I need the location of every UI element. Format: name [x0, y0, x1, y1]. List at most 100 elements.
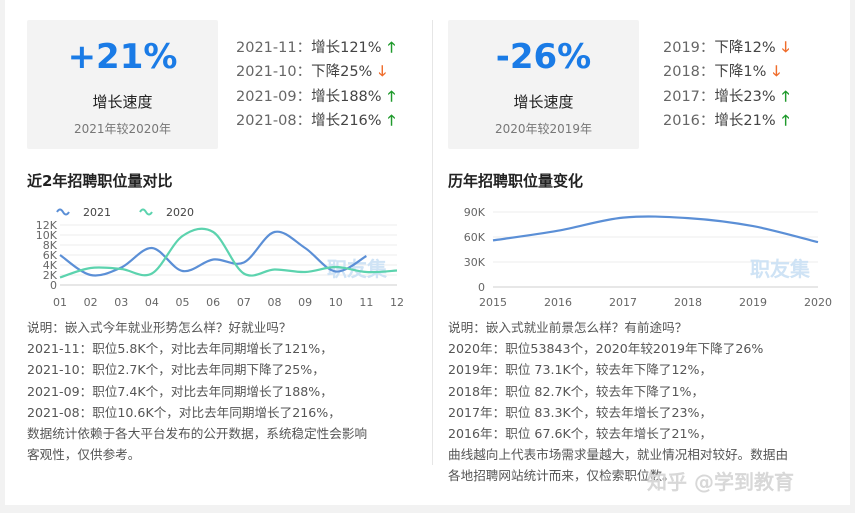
note-line: 2021-10：职位2.7K个，对比去年同期下降了25%，: [27, 362, 325, 378]
monthly-trend-list: 2021-11：增长121% 🡑 2021-10：下降25% 🡓 2021-09：增…: [236, 36, 399, 133]
trend-item: 2018：下降1% 🡓: [663, 60, 793, 84]
y-tick-label: 4K: [43, 259, 58, 272]
yearly-trend-list: 2019：下降12% 🡓 2018：下降1% 🡓 2017：增长23% 🡑 2016：…: [663, 36, 793, 133]
x-tick-label: 2017: [609, 296, 637, 309]
trend-period: 2016：: [663, 112, 715, 129]
trend-item: 2021-08：增长216% 🡑: [236, 109, 399, 133]
x-tick-label: 2018: [674, 296, 702, 309]
arrow-up-icon: 🡑: [781, 88, 790, 105]
series-line-2020: [59, 227, 398, 279]
trend-period: 2021-11：: [236, 40, 312, 56]
x-tick-label: 06: [206, 296, 220, 309]
x-tick-label: 2020: [804, 296, 832, 309]
x-tick-label: 2015: [479, 296, 507, 309]
note-line: 说明：嵌入式今年就业形势怎么样？好就业吗？: [27, 320, 292, 335]
x-tick-label: 12: [390, 296, 404, 309]
note-line: 客观性，仅供参考。: [27, 447, 141, 463]
x-tick-label: 07: [237, 296, 251, 309]
x-tick-label: 01: [53, 296, 67, 309]
panel-divider: [432, 20, 433, 465]
growth-stat-box: +21% 增长速度 2021年较2020年: [27, 20, 218, 149]
note-line: 2021-08：职位10.6K个，对比去年同期增长了216%，: [27, 404, 341, 420]
note-line: 2018年：职位 82.7K个，较去年下降了1%，: [448, 383, 705, 399]
note-line: 说明：嵌入式就业前景怎么样？有前途吗？: [448, 320, 688, 335]
y-tick-label: 30K: [464, 256, 486, 269]
trend-period: 2021-10：: [236, 64, 312, 81]
x-tick-label: 02: [84, 296, 98, 309]
note-line: 2017年：职位 83.3K个，较去年增长了23%，: [448, 404, 713, 420]
note-line: 曲线越向上代表市场需求量越大，就业情况相对较好。数据由: [448, 447, 789, 463]
yearly-growth-value: -26%: [495, 37, 592, 77]
left-panel: +21% 增长速度 2021年较2020年 2021-11：增长121% 🡑 20…: [5, 0, 427, 505]
note-line: 2021-09：职位7.4K个，对比去年同期增长了188%，: [27, 383, 333, 399]
trend-text: 下降1%: [714, 64, 767, 81]
arrow-down-icon: 🡓: [378, 64, 387, 81]
note-line: 2020年：职位53843个，2020年较2019年下降了26%: [448, 341, 764, 357]
comparison-notes: 说明：嵌入式今年就业形势怎么样？好就业吗？ 2021-11：职位5.8K个，对比…: [27, 317, 367, 465]
yearly-growth-stat-box: -26% 增长速度 2020年较2019年: [448, 20, 639, 149]
note-line: 2016年：职位 67.6K个，较去年增长了21%，: [448, 426, 713, 442]
trend-period: 2019：: [663, 40, 715, 56]
arrow-up-icon: 🡑: [781, 112, 790, 129]
legend-swatch: [139, 208, 153, 216]
x-tick-label: 05: [176, 296, 190, 309]
growth-rate-label: 增长速度: [92, 93, 153, 111]
arrow-up-icon: 🡑: [387, 40, 396, 56]
note-line: 数据统计依赖于各大平台发布的公开数据，系统稳定性会影响: [27, 426, 368, 442]
x-tick-label: 2019: [739, 296, 767, 309]
y-tick-label: 8K: [43, 239, 58, 252]
trend-period: 2021-09：: [236, 88, 312, 105]
trend-text: 增长188%: [311, 88, 382, 105]
trend-text: 下降25%: [311, 64, 373, 81]
note-line: 2021-11：职位5.8K个，对比去年同期增长了121%，: [27, 341, 333, 357]
yearly-notes: 说明：嵌入式就业前景怎么样？有前途吗？ 2020年：职位53843个，2020年…: [448, 317, 788, 487]
y-tick-label: 10K: [36, 229, 58, 242]
arrow-up-icon: 🡑: [387, 112, 396, 129]
legend-label: 2021: [83, 206, 111, 219]
comparison-chart-title: 近2年招聘职位量对比: [27, 172, 173, 190]
x-tick-label: 04: [145, 296, 159, 309]
watermark-text: 职友集: [750, 257, 811, 281]
arrow-up-icon: 🡑: [387, 88, 396, 105]
y-tick-label: 2K: [43, 269, 58, 282]
trend-text: 增长121%: [311, 40, 382, 56]
trend-item: 2021-11：增长121% 🡑: [236, 36, 399, 60]
x-tick-label: 11: [359, 296, 373, 309]
right-panel: -26% 增长速度 2020年较2019年 2019：下降12% 🡓 2018：下…: [427, 0, 850, 505]
trend-text: 增长21%: [714, 112, 776, 129]
note-line: 各地招聘网站统计而来，仅检索职位数。: [448, 468, 675, 484]
yearly-chart-title: 历年招聘职位量变化: [448, 172, 584, 190]
y-tick-label: 0: [50, 279, 57, 292]
y-tick-label: 0: [478, 281, 485, 294]
arrow-down-icon: 🡓: [781, 40, 790, 56]
trend-period: 2018：: [663, 64, 715, 81]
watermark-text: 职友集: [327, 257, 388, 281]
legend-swatch: [56, 208, 70, 216]
x-tick-label: 2016: [544, 296, 572, 309]
yearly-growth-label: 增长速度: [513, 93, 574, 111]
growth-rate-caption: 2021年较2020年: [73, 122, 172, 136]
trend-text: 增长23%: [714, 88, 776, 105]
y-tick-label: 60K: [464, 231, 486, 244]
x-tick-label: 08: [267, 296, 281, 309]
yearly-growth-caption: 2020年较2019年: [494, 122, 593, 136]
x-tick-label: 03: [114, 296, 128, 309]
y-tick-label: 90K: [464, 206, 486, 219]
arrow-down-icon: 🡓: [772, 64, 781, 81]
trend-text: 增长216%: [311, 112, 382, 129]
y-tick-label: 6K: [43, 249, 58, 262]
trend-text: 下降12%: [714, 40, 776, 56]
series-line-yearly: [492, 215, 819, 244]
trend-item: 2017：增长23% 🡑: [663, 85, 793, 109]
zhihu-watermark: 知乎 @学到教育: [647, 470, 794, 494]
series-line-2021: [59, 230, 367, 277]
x-tick-label: 10: [329, 296, 343, 309]
content-card: +21% 增长速度 2021年较2020年 2021-11：增长121% 🡑 20…: [5, 0, 850, 505]
growth-rate-value: +21%: [67, 37, 178, 77]
x-tick-label: 09: [298, 296, 312, 309]
trend-period: 2017：: [663, 88, 715, 105]
trend-item: 2019：下降12% 🡓: [663, 36, 793, 60]
trend-item: 2021-10：下降25% 🡓: [236, 60, 399, 84]
legend-label: 2020: [166, 206, 194, 219]
